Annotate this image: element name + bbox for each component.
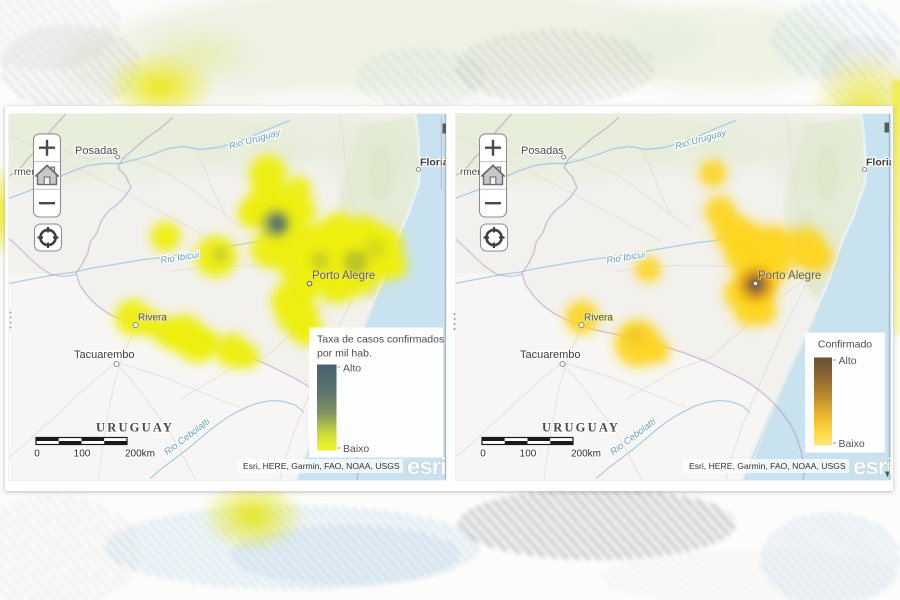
svg-text:Alto: Alto bbox=[343, 363, 361, 375]
svg-text:0: 0 bbox=[480, 449, 486, 460]
svg-text:Porto Alegre: Porto Alegre bbox=[758, 270, 821, 282]
svg-text:Baixo: Baixo bbox=[839, 438, 865, 450]
svg-text:Esri, HERE, Garmin, FAO, NOAA,: Esri, HERE, Garmin, FAO, NOAA, USGS bbox=[243, 461, 400, 471]
svg-text:Taxa de casos confirmados: Taxa de casos confirmados bbox=[317, 334, 444, 346]
svg-text:Alto: Alto bbox=[839, 355, 857, 367]
svg-text:Porto Alegre: Porto Alegre bbox=[312, 270, 375, 282]
svg-text:por mil hab.: por mil hab. bbox=[317, 348, 372, 360]
svg-text:0: 0 bbox=[34, 449, 40, 460]
svg-text:200km: 200km bbox=[125, 449, 155, 460]
svg-text:Confirmado: Confirmado bbox=[818, 339, 872, 351]
svg-text:URUGUAY: URUGUAY bbox=[96, 421, 174, 435]
svg-text:100: 100 bbox=[520, 449, 537, 460]
svg-text:esri: esri bbox=[853, 454, 891, 481]
svg-text:rmer: rmer bbox=[14, 167, 35, 178]
svg-text:Baixo: Baixo bbox=[343, 443, 369, 455]
svg-text:URUGUAY: URUGUAY bbox=[542, 421, 620, 435]
svg-text:Tacuarembo: Tacuarembo bbox=[74, 349, 135, 361]
svg-text:Rivera: Rivera bbox=[584, 313, 613, 324]
svg-text:Rivera: Rivera bbox=[138, 313, 167, 324]
svg-text:esri: esri bbox=[407, 454, 446, 481]
svg-text:Posadas: Posadas bbox=[521, 145, 564, 157]
svg-text:100: 100 bbox=[74, 449, 91, 460]
svg-text:200km: 200km bbox=[571, 449, 601, 460]
svg-text:rmer: rmer bbox=[460, 167, 481, 178]
svg-text:Florian: Florian bbox=[866, 157, 891, 169]
svg-text:Esri, HERE, Garmin, FAO, NOAA,: Esri, HERE, Garmin, FAO, NOAA, USGS bbox=[689, 461, 846, 471]
svg-text:Florian: Florian bbox=[420, 157, 446, 169]
svg-text:Tacuarembo: Tacuarembo bbox=[520, 349, 581, 361]
svg-text:Posadas: Posadas bbox=[75, 145, 118, 157]
